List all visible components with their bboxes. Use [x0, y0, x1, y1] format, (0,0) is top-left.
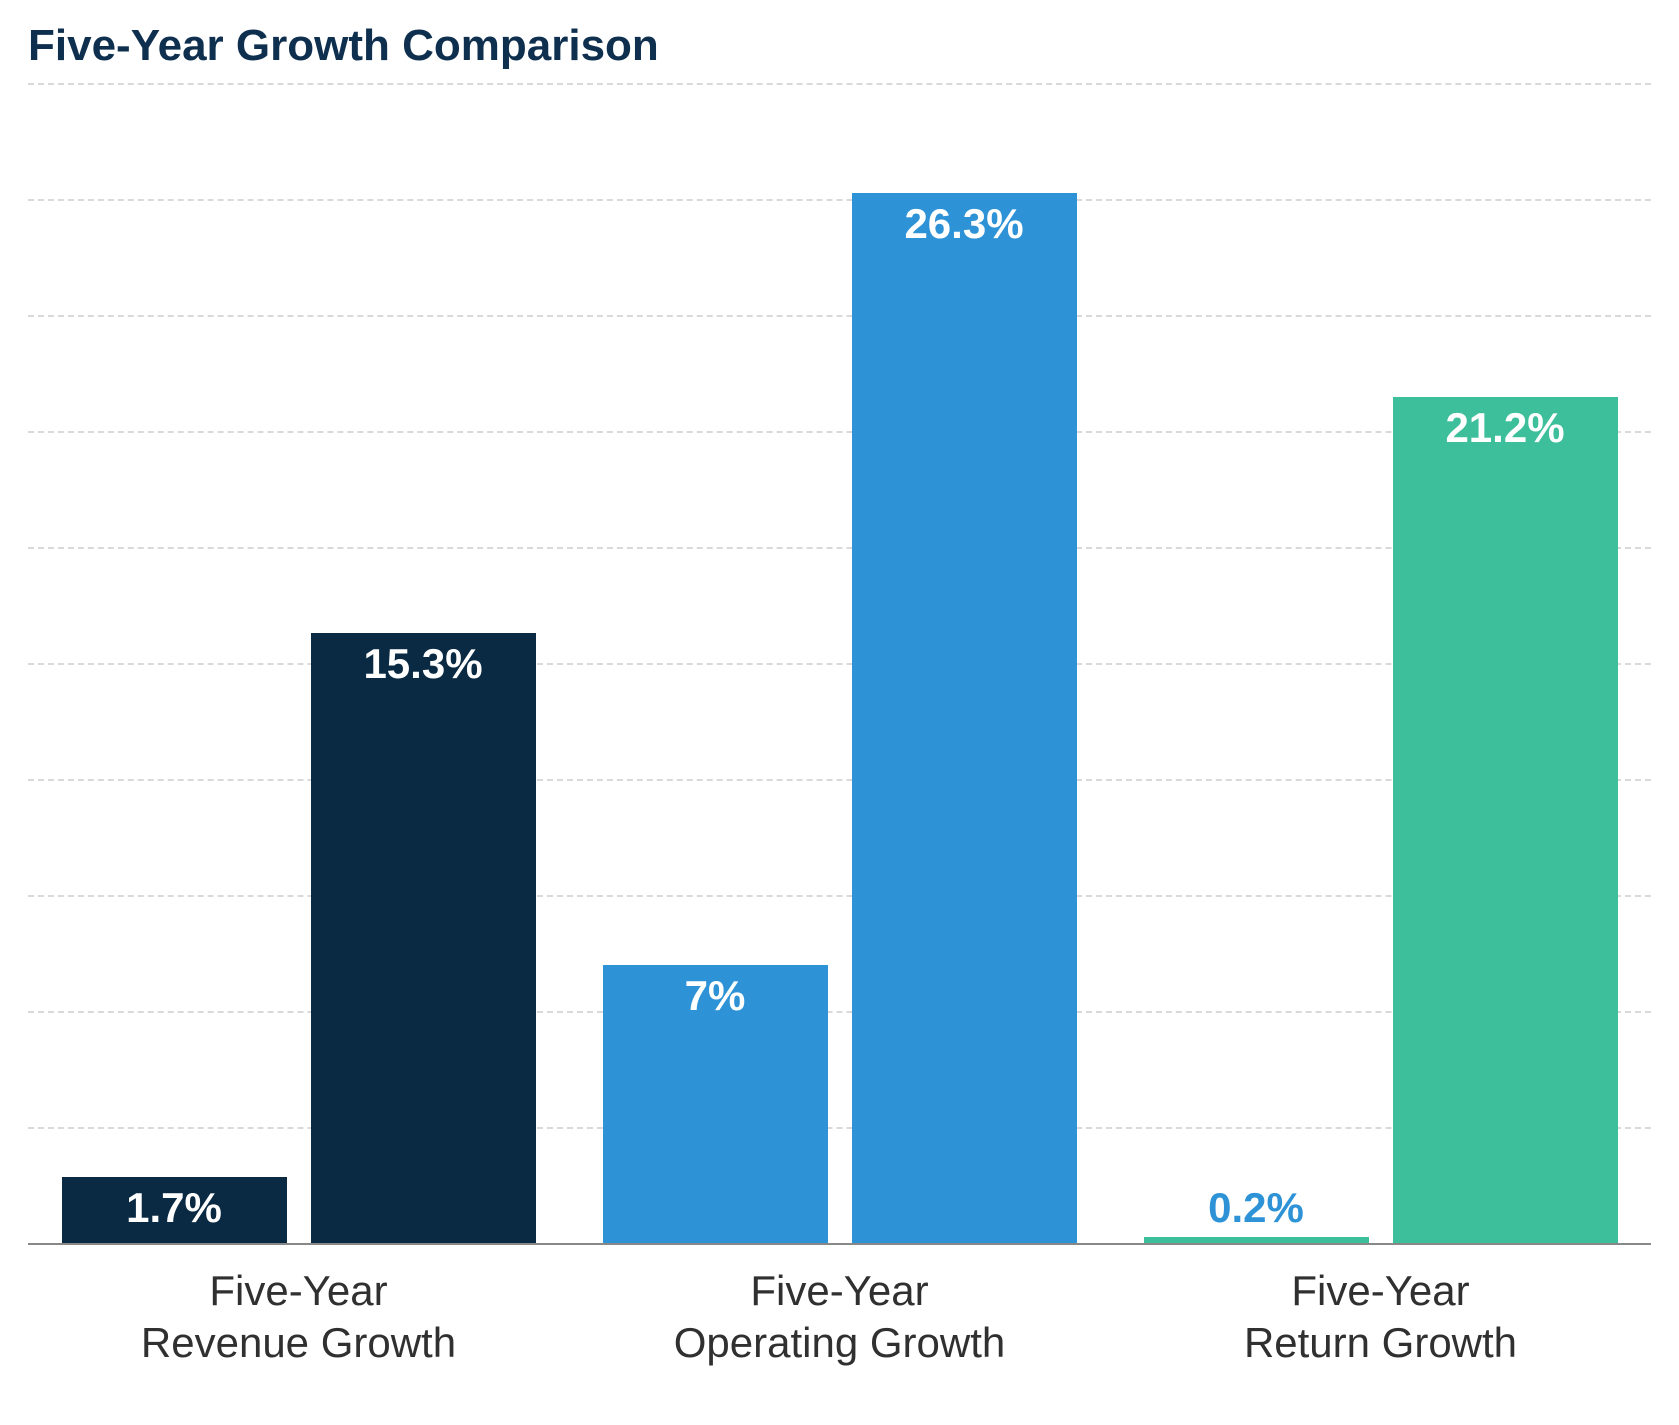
x-axis-line	[28, 1243, 1651, 1245]
bar-groups: 1.7% 15.3% 7% 26.3% 0.2% 21.2%	[28, 85, 1651, 1245]
bar-group: 7% 26.3%	[569, 85, 1110, 1245]
bar: 21.2%	[1393, 397, 1618, 1245]
growth-comparison-chart: Five-Year Growth Comparison 1.7% 15.3% 7% 2…	[0, 0, 1679, 1425]
bar-value-label: 0.2%	[1208, 1185, 1304, 1231]
bar-value-label: 21.2%	[1445, 405, 1564, 451]
plot-area: 1.7% 15.3% 7% 26.3% 0.2% 21.2%	[28, 85, 1651, 1245]
x-axis-labels: Five-Year Revenue GrowthFive-Year Operat…	[28, 1265, 1651, 1370]
bar-value-label: 7%	[685, 973, 746, 1019]
bar-group: 0.2% 21.2%	[1110, 85, 1651, 1245]
bar-value-label: 15.3%	[363, 641, 482, 687]
category-label: Five-Year Operating Growth	[569, 1265, 1110, 1370]
chart-title: Five-Year Growth Comparison	[28, 20, 1651, 73]
bar: 15.3%	[311, 633, 536, 1245]
category-label: Five-Year Return Growth	[1110, 1265, 1651, 1370]
bar: 1.7%	[62, 1177, 287, 1245]
bar: 7%	[603, 965, 828, 1245]
bar-group: 1.7% 15.3%	[28, 85, 569, 1245]
bar-value-label: 1.7%	[126, 1185, 222, 1231]
bar-value-label: 26.3%	[904, 201, 1023, 247]
category-label: Five-Year Revenue Growth	[28, 1265, 569, 1370]
bar: 26.3%	[852, 193, 1077, 1245]
